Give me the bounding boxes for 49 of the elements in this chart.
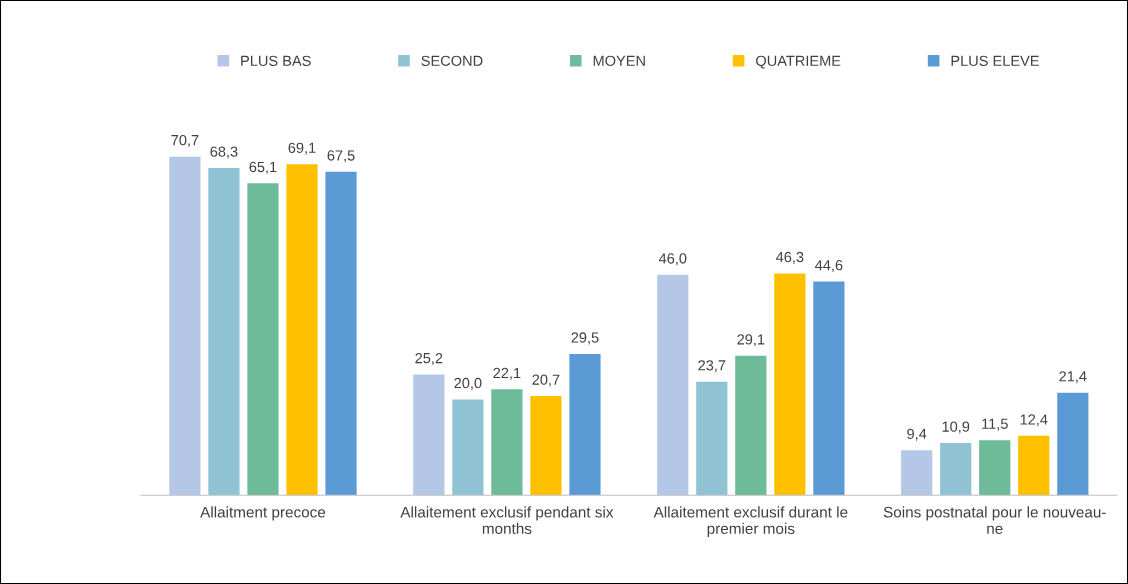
data-label: 70,7 bbox=[171, 134, 199, 148]
bar bbox=[901, 450, 933, 496]
data-label: 10,9 bbox=[942, 421, 970, 434]
data-label: 46,0 bbox=[658, 253, 687, 266]
data-label: 29,5 bbox=[571, 332, 599, 345]
data-label: 65,1 bbox=[249, 161, 277, 174]
x-tick-label: Allaitment precoce bbox=[200, 506, 326, 521]
bar bbox=[774, 273, 806, 496]
data-label: 68,3 bbox=[210, 146, 238, 159]
data-label: 11,5 bbox=[982, 418, 1008, 431]
bar bbox=[813, 281, 845, 496]
x-tick-label: Soins postnatal pour le nouveau-ne bbox=[883, 506, 1106, 535]
bar bbox=[1057, 392, 1089, 496]
bar bbox=[735, 355, 767, 496]
legend-label: SECOND bbox=[421, 55, 483, 66]
bar bbox=[979, 440, 1011, 496]
legend-label: PLUS BAS bbox=[241, 55, 311, 66]
data-label: 9,4 bbox=[907, 428, 927, 441]
bar bbox=[491, 389, 523, 496]
data-label: 22,1 bbox=[493, 367, 521, 380]
data-label: 46,3 bbox=[776, 251, 804, 264]
bar bbox=[452, 399, 484, 496]
bar bbox=[1018, 435, 1050, 496]
data-label: 44,6 bbox=[815, 260, 843, 273]
bar bbox=[208, 168, 240, 496]
x-tick-label: Allaitement exclusif pendant six months bbox=[400, 506, 614, 535]
data-label: 67,5 bbox=[327, 150, 355, 163]
bar bbox=[696, 381, 728, 496]
data-label: 12,4 bbox=[1020, 414, 1048, 427]
data-label: 20,0 bbox=[454, 377, 482, 390]
bar bbox=[325, 171, 357, 496]
data-label: 20,7 bbox=[532, 374, 560, 387]
bar bbox=[286, 164, 318, 496]
data-label: 29,1 bbox=[737, 334, 765, 347]
bar bbox=[247, 183, 279, 496]
data-label: 21,4 bbox=[1059, 371, 1087, 384]
bar bbox=[940, 443, 972, 496]
legend-label: PLUS ELEVE bbox=[951, 55, 1039, 66]
data-label: 69,1 bbox=[288, 142, 316, 155]
bar bbox=[169, 156, 201, 496]
x-tick-label: Allaitement exclusif durant le premier mois bbox=[653, 506, 848, 538]
data-label: 25,2 bbox=[415, 352, 443, 366]
legend-label: QUATRIEME bbox=[756, 55, 841, 69]
data-label: 23,7 bbox=[698, 360, 726, 373]
legend-label: MOYEN bbox=[593, 55, 645, 66]
bar bbox=[530, 396, 562, 496]
bar bbox=[657, 274, 689, 496]
bar bbox=[569, 353, 601, 496]
bar bbox=[413, 374, 445, 496]
